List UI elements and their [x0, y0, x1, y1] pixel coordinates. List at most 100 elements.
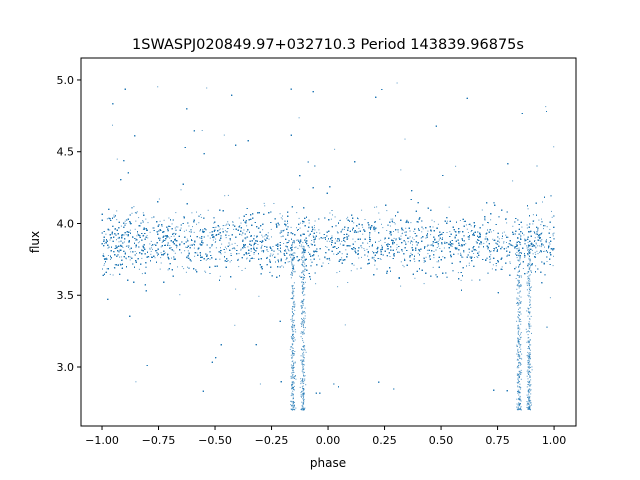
data-point: [342, 228, 344, 230]
data-point: [449, 242, 451, 244]
data-point: [271, 255, 273, 257]
data-point: [507, 236, 509, 238]
data-point: [425, 237, 427, 239]
data-point: [220, 250, 222, 251]
data-point: [212, 239, 214, 241]
data-point: [468, 224, 470, 225]
data-point: [270, 253, 272, 255]
data-point: [147, 222, 149, 224]
data-point: [532, 223, 534, 225]
data-point: [138, 268, 140, 270]
data-point: [523, 234, 525, 236]
data-point: [338, 222, 339, 223]
data-point: [386, 210, 388, 212]
data-point: [234, 242, 236, 244]
data-point: [346, 218, 348, 220]
data-point: [481, 243, 483, 245]
data-point: [125, 234, 127, 236]
data-point: [310, 259, 312, 261]
data-point: [400, 235, 402, 237]
data-point: [493, 230, 495, 232]
data-point: [438, 239, 440, 241]
data-point: [534, 237, 536, 239]
data-point: [308, 246, 310, 248]
data-point: [116, 219, 118, 221]
data-point: [196, 211, 197, 213]
data-point: [123, 241, 125, 243]
data-point: [389, 225, 391, 227]
data-point: [289, 261, 291, 263]
data-point: [475, 249, 477, 251]
data-point: [215, 226, 217, 228]
data-point: [142, 228, 144, 230]
data-point: [135, 246, 137, 248]
data-point: [506, 222, 508, 224]
data-point: [344, 241, 346, 243]
data-point: [396, 247, 398, 249]
data-point: [371, 257, 373, 259]
data-point: [209, 258, 211, 260]
data-point: [336, 272, 338, 274]
data-point: [246, 231, 248, 233]
data-point: [421, 231, 423, 233]
data-point: [405, 227, 407, 229]
data-point: [129, 259, 131, 261]
data-point: [449, 231, 451, 233]
data-point: [246, 225, 248, 227]
data-point: [485, 236, 487, 238]
data-point: [509, 244, 511, 246]
data-point: [196, 223, 197, 225]
data-point: [373, 228, 375, 230]
data-point: [490, 254, 492, 256]
data-point: [392, 221, 394, 223]
data-point: [198, 222, 200, 224]
data-point: [128, 247, 129, 248]
data-point: [163, 239, 165, 241]
data-point: [229, 239, 231, 241]
data-point: [509, 261, 511, 263]
data-point: [354, 241, 356, 243]
data-point: [110, 259, 111, 260]
data-point: [103, 258, 105, 260]
data-point: [222, 225, 224, 227]
data-point: [553, 255, 554, 257]
data-point: [200, 216, 202, 218]
data-point: [319, 232, 321, 234]
data-point: [169, 237, 171, 239]
data-point: [106, 218, 108, 220]
data-point: [135, 220, 137, 222]
data-point: [173, 250, 175, 252]
data-point: [348, 235, 350, 237]
data-point: [390, 218, 392, 220]
data-point: [102, 253, 104, 255]
data-point: [149, 231, 151, 233]
data-point: [186, 257, 188, 259]
data-point: [374, 222, 375, 223]
data-point: [174, 252, 176, 254]
data-point: [466, 228, 468, 230]
data-point: [491, 268, 493, 270]
data-point: [524, 238, 526, 240]
data-point: [444, 241, 446, 243]
data-point: [264, 238, 266, 240]
data-point: [404, 258, 405, 260]
data-point: [336, 231, 338, 233]
data-point: [347, 216, 349, 218]
data-point: [326, 246, 328, 248]
data-point: [331, 235, 333, 237]
data-point: [124, 220, 126, 222]
data-point: [414, 260, 416, 262]
data-point: [130, 251, 132, 253]
data-point: [139, 241, 140, 243]
data-point: [285, 250, 287, 252]
data-point: [259, 383, 261, 385]
data-point: [535, 265, 537, 267]
data-point: [280, 217, 282, 219]
data-point: [299, 239, 301, 241]
data-point: [373, 256, 375, 258]
data-point: [273, 203, 275, 204]
data-point: [353, 231, 355, 233]
data-point: [378, 212, 380, 214]
data-point: [299, 188, 301, 190]
data-point: [159, 220, 161, 222]
